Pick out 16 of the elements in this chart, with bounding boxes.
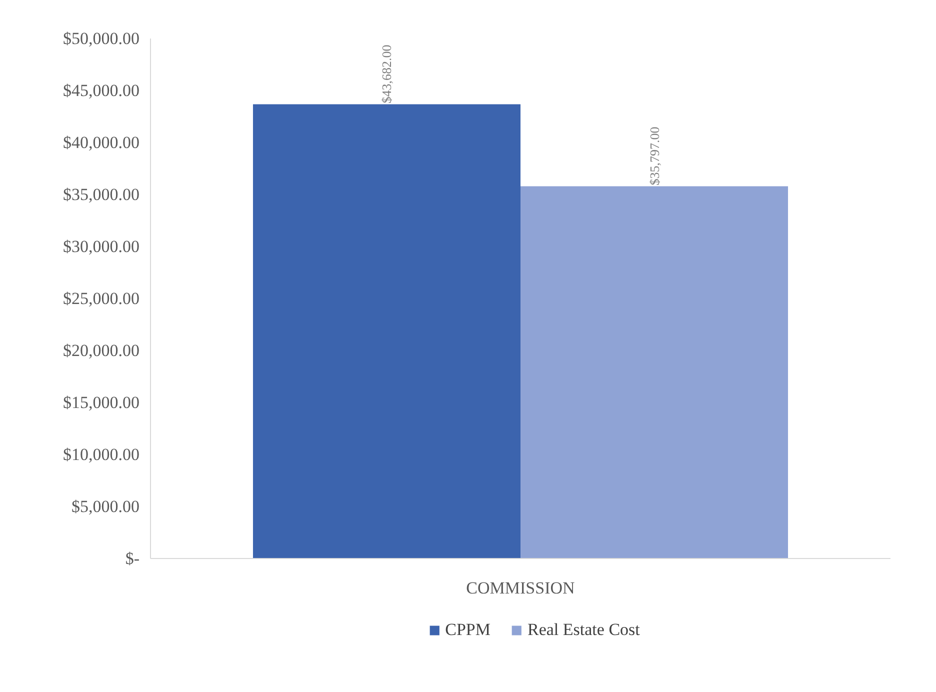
- y-tick-label: $50,000.00: [63, 29, 140, 48]
- x-tick-label: COMMISSION: [466, 578, 575, 598]
- legend-label: Real Estate Cost: [528, 620, 640, 640]
- y-tick-label: $20,000.00: [63, 341, 140, 360]
- y-tick-label: $35,000.00: [63, 185, 140, 204]
- y-tick-label: $15,000.00: [63, 393, 140, 412]
- y-tick-label: $5,000.00: [72, 497, 140, 516]
- y-tick-label: $40,000.00: [63, 133, 140, 152]
- legend-label: CPPM: [445, 620, 490, 640]
- y-tick-label: $-: [125, 549, 140, 568]
- data-label: $35,797.00: [646, 126, 662, 186]
- y-tick-label: $30,000.00: [63, 237, 140, 256]
- data-label: $43,682.00: [379, 44, 394, 104]
- y-tick-label: $10,000.00: [63, 445, 140, 464]
- y-tick-label: $25,000.00: [63, 289, 140, 308]
- y-tick-label: $45,000.00: [63, 81, 140, 100]
